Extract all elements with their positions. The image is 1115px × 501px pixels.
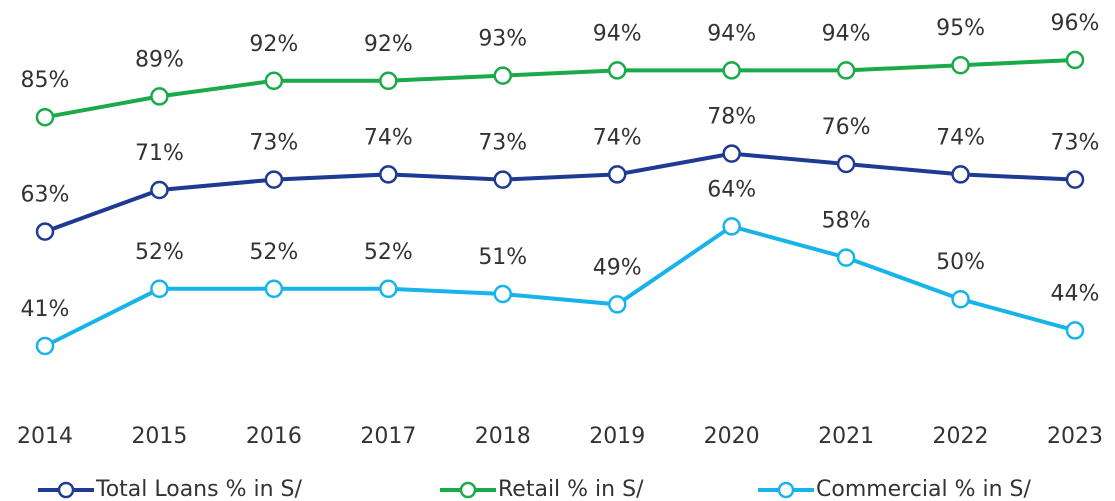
point [379, 165, 398, 184]
x-tick-label: 2023 [1047, 424, 1103, 449]
data-label: 73% [478, 131, 527, 156]
legend-marker [459, 481, 477, 499]
point [951, 55, 970, 75]
data-label: 51% [478, 245, 527, 270]
point [264, 279, 284, 299]
data-label: 64% [707, 177, 756, 202]
x-tick-label: 2017 [360, 424, 416, 449]
point [951, 289, 970, 309]
point [836, 61, 856, 80]
data-label: 50% [936, 250, 985, 275]
point [722, 217, 741, 236]
point [836, 248, 856, 267]
point [150, 180, 169, 200]
series-line [44, 151, 1076, 234]
x-tick-label: 2016 [246, 424, 302, 449]
legend-label: Total Loans % in S/ [95, 477, 302, 501]
point [35, 336, 55, 356]
data-label: 85% [21, 68, 70, 93]
point [607, 165, 627, 184]
x-tick-label: 2018 [475, 424, 531, 449]
data-label: 89% [135, 47, 184, 72]
data-label: 94% [593, 21, 642, 46]
x-tick-label: 2014 [17, 424, 73, 449]
point [35, 222, 55, 241]
point [379, 279, 398, 299]
data-label: 74% [936, 125, 985, 150]
data-label: 96% [1051, 11, 1100, 36]
point [607, 295, 627, 314]
point [264, 170, 284, 189]
point [1065, 170, 1085, 189]
point [722, 144, 741, 163]
data-label: 94% [822, 21, 871, 46]
point [836, 154, 856, 174]
data-label: 73% [249, 131, 298, 156]
x-tick-label: 2020 [704, 424, 760, 449]
x-tick-label: 2019 [589, 424, 645, 449]
x-tick-label: 2022 [933, 424, 989, 449]
point [493, 170, 513, 189]
point [150, 279, 169, 299]
data-label: 41% [21, 297, 70, 322]
data-label: 92% [249, 32, 298, 57]
data-label: 74% [364, 125, 413, 150]
point [1065, 50, 1085, 70]
legend-label: Retail % in S/ [498, 477, 644, 501]
data-label: 76% [822, 115, 871, 140]
series-line [44, 224, 1076, 348]
point [493, 66, 513, 85]
data-label: 52% [364, 240, 413, 265]
data-label: 94% [707, 21, 756, 46]
point [722, 61, 741, 80]
point [1065, 321, 1085, 340]
data-label: 52% [135, 240, 184, 265]
data-label: 78% [707, 105, 756, 130]
data-label: 44% [1051, 281, 1100, 306]
legend-marker [57, 481, 75, 499]
point [951, 165, 970, 184]
x-tick-label: 2021 [818, 424, 874, 449]
data-label: 49% [593, 255, 642, 280]
x-tick-label: 2015 [131, 424, 187, 449]
data-label: 74% [593, 125, 642, 150]
data-label: 63% [21, 183, 70, 208]
legend-label: Commercial % in S/ [816, 477, 1031, 501]
point [264, 71, 284, 91]
data-label: 58% [822, 209, 871, 234]
series-line [44, 58, 1076, 120]
point [35, 107, 55, 127]
data-label: 92% [364, 32, 413, 57]
point [379, 71, 398, 91]
point [150, 87, 169, 106]
point [607, 61, 627, 80]
data-label: 52% [249, 240, 298, 265]
data-label: 73% [1051, 131, 1100, 156]
data-label: 95% [936, 16, 985, 41]
legend-marker [777, 481, 795, 499]
data-label: 93% [478, 27, 527, 52]
data-label: 71% [135, 141, 184, 166]
point [493, 284, 513, 304]
